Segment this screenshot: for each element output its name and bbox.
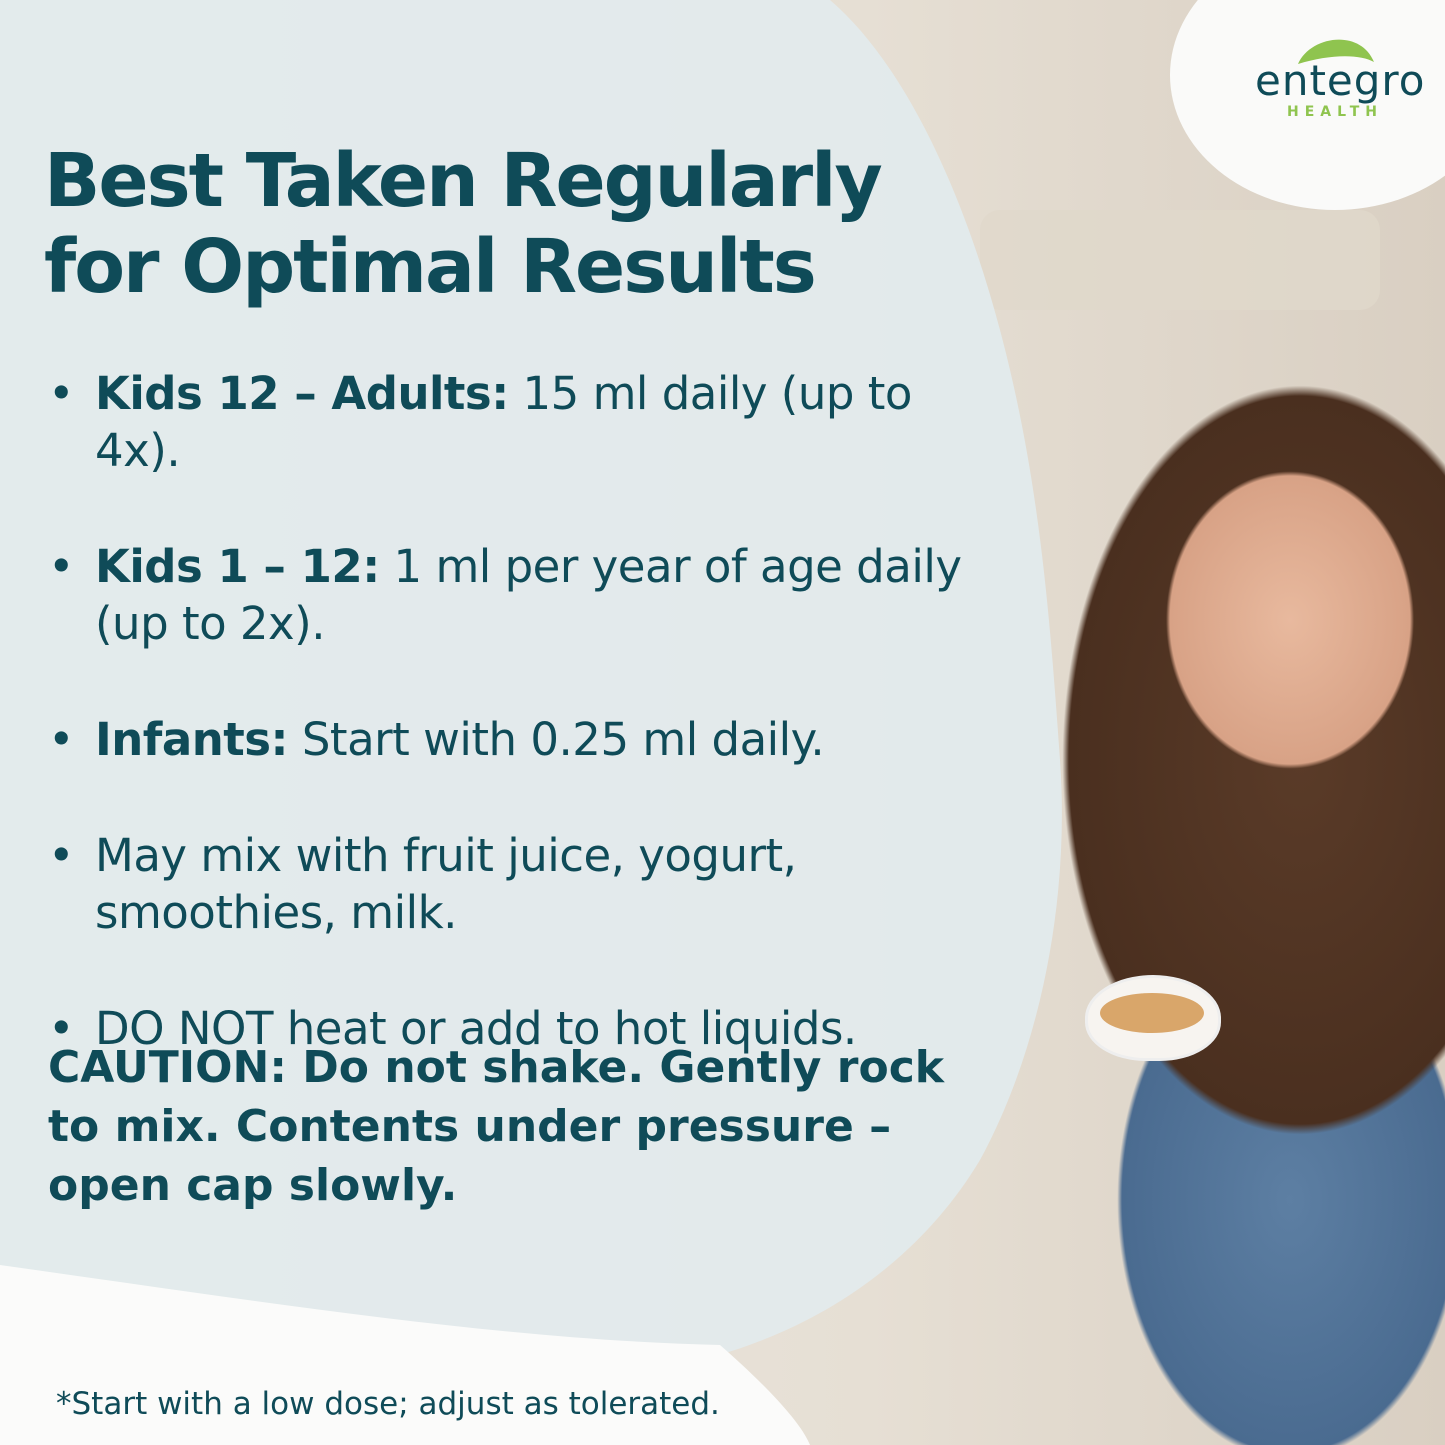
brand-name: entegro	[1255, 56, 1426, 105]
list-item: Kids 1 – 12: 1 ml per year of age daily …	[48, 538, 1008, 652]
chair-background	[980, 210, 1380, 310]
list-item: Infants: Start with 0.25 ml daily.	[48, 711, 1008, 768]
brand-sub: HEALTH	[1287, 104, 1383, 120]
item-text: 15 ml daily (up to 4x).	[95, 367, 912, 477]
item-label: Kids 1 – 12:	[95, 540, 380, 593]
item-label: Infants:	[95, 713, 289, 766]
list-item: DO NOT heat or add to hot liquids.	[48, 1000, 1008, 1057]
footnote: *Start with a low dose; adjust as tolera…	[56, 1386, 720, 1422]
dosage-list: Kids 12 – Adults: 15 ml daily (up to 4x)…	[48, 365, 1008, 1116]
cup-image	[1085, 975, 1221, 1061]
page-title: Best Taken Regularly for Optimal Results	[44, 138, 883, 310]
list-item: May mix with fruit juice, yogurt, smooth…	[48, 827, 855, 941]
item-text: Start with 0.25 ml daily.	[288, 713, 825, 766]
item-text: DO NOT heat or add to hot liquids.	[95, 1002, 857, 1055]
item-text: 1 ml per year of age daily (up to 2x).	[95, 540, 962, 650]
item-text: May mix with fruit juice, yogurt, smooth…	[95, 829, 797, 939]
brand-logo: entegro HEALTH	[1255, 32, 1426, 120]
leaf-icon	[1298, 39, 1374, 64]
caution-text: CAUTION: Do not shake. Gently rock to mi…	[48, 1042, 945, 1211]
list-item: Kids 12 – Adults: 15 ml daily (up to 4x)…	[48, 365, 1008, 479]
item-label: Kids 12 – Adults:	[95, 367, 509, 420]
